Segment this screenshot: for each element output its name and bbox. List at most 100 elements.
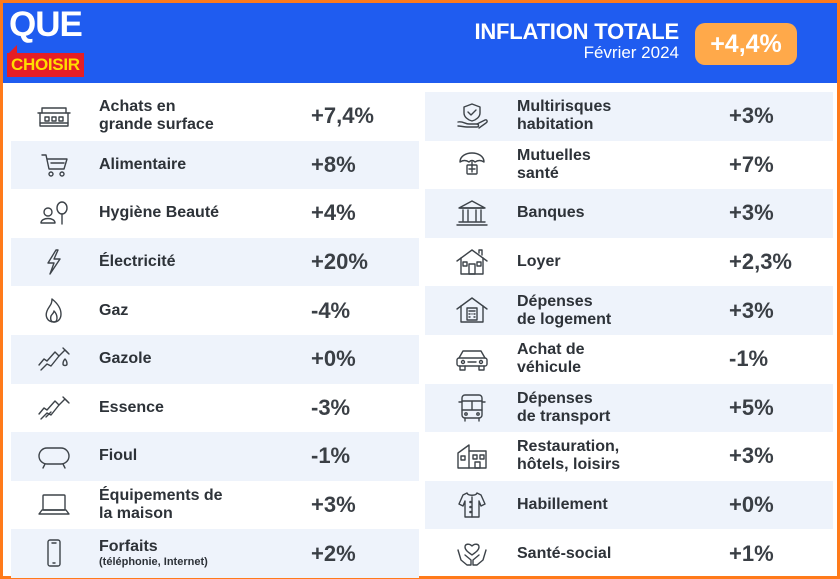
house-icon xyxy=(455,247,489,277)
row-label: Multirisques xyxy=(517,98,612,116)
table-row: Achat de véhicule -1% xyxy=(425,335,833,384)
row-label: Achats en xyxy=(99,98,176,116)
oil-tank-icon xyxy=(37,441,71,471)
flame-icon xyxy=(37,295,71,325)
header-banner: QUE CHOISIR INFLATION TOTALE Février 202… xyxy=(3,3,837,83)
logo-red-triangle xyxy=(7,45,17,55)
row-value: +3% xyxy=(729,443,774,469)
row-label: Restauration, xyxy=(517,438,620,456)
row-label: Achat de xyxy=(517,341,585,359)
logo-que-text: QUE xyxy=(9,5,83,44)
car-icon xyxy=(455,344,489,374)
table-row: Santé-social +1% xyxy=(425,529,833,578)
page-title: INFLATION TOTALE xyxy=(474,19,679,44)
row-value: +2,3% xyxy=(729,249,792,275)
row-value: +3% xyxy=(729,103,774,129)
table-row: Hygiène Beauté +4% xyxy=(11,189,419,238)
beauty-icon xyxy=(37,198,71,228)
smartphone-icon xyxy=(37,538,71,568)
table-row: Banques +3% xyxy=(425,189,833,238)
laptop-icon xyxy=(37,490,71,520)
row-value: +0% xyxy=(729,492,774,518)
row-value: +4% xyxy=(311,200,356,226)
row-label: Électricité xyxy=(99,253,176,271)
row-label-line2: la maison xyxy=(99,505,173,523)
supermarket-icon xyxy=(37,101,71,131)
row-label: Équipements de xyxy=(99,487,223,505)
table-row: Habillement +0% xyxy=(425,480,833,530)
row-value: -1% xyxy=(311,443,351,469)
table-row: Dépenses de logement +3% xyxy=(425,286,833,335)
row-value: -4% xyxy=(311,297,351,323)
table-row: Mutuelles santé +7% xyxy=(425,141,833,190)
logo-choisir-text: CHOISIR xyxy=(7,53,84,77)
shopping-cart-icon xyxy=(37,150,71,180)
fuel-nozzle-icon xyxy=(37,393,71,423)
row-label: Dépenses xyxy=(517,292,593,310)
row-note: (téléphonie, Internet) xyxy=(99,556,208,569)
table-row: Gazole +0% xyxy=(11,334,419,384)
right-column: Multirisques habitation +3% Mutuelles sant… xyxy=(425,92,833,578)
row-label-line2: de transport xyxy=(517,407,611,425)
table-row: Alimentaire +8% xyxy=(11,140,419,190)
row-label: Mutuelles xyxy=(517,146,591,164)
row-label: Dépenses xyxy=(517,389,593,407)
left-column: Achats en grande surface +7,4% Alimentair… xyxy=(11,92,419,578)
table-row: Fioul -1% xyxy=(11,432,419,481)
row-value: +3% xyxy=(729,200,774,226)
heart-hands-icon xyxy=(455,538,489,568)
row-value: +8% xyxy=(311,151,356,177)
row-label: Fioul xyxy=(99,447,138,465)
shirt-icon xyxy=(455,490,489,520)
table-row: Essence -3% xyxy=(11,384,419,433)
row-value: +2% xyxy=(311,540,356,566)
row-label: Forfaits xyxy=(99,538,158,556)
hotel-icon xyxy=(455,441,489,471)
row-label-line2: véhicule xyxy=(517,359,582,377)
bus-icon xyxy=(455,393,489,423)
bank-icon xyxy=(455,198,489,228)
row-label-line2: hôtels, loisirs xyxy=(517,456,621,474)
row-value: +7,4% xyxy=(311,103,374,129)
table-row: Électricité +20% xyxy=(11,237,419,287)
row-label: Habillement xyxy=(517,496,608,514)
row-label-line2: de logement xyxy=(517,310,612,328)
row-value: -1% xyxy=(729,346,769,372)
row-label: Hygiène Beauté xyxy=(99,204,220,222)
que-choisir-logo: QUE CHOISIR xyxy=(7,5,99,77)
row-label: Santé-social xyxy=(517,544,612,562)
row-value: +3% xyxy=(729,297,774,323)
row-label-line2: grande surface xyxy=(99,116,214,134)
table-row: Gaz -4% xyxy=(11,286,419,335)
row-label: Essence xyxy=(99,398,164,416)
table-row: Équipements de la maison +3% xyxy=(11,481,419,530)
row-value: +5% xyxy=(729,394,774,420)
row-label-line2: habitation xyxy=(517,116,594,134)
total-inflation-badge: +4,4% xyxy=(695,23,797,65)
lightning-icon xyxy=(37,247,71,277)
table-row: Forfaits (téléphonie, Internet) +2% xyxy=(11,529,419,578)
row-label: Gazole xyxy=(99,350,152,368)
house-calculator-icon xyxy=(455,295,489,325)
health-umbrella-icon xyxy=(455,150,489,180)
row-label: Gaz xyxy=(99,301,129,319)
table-row: Dépenses de transport +5% xyxy=(425,383,833,433)
period-subtitle: Février 2024 xyxy=(583,43,679,62)
table-row: Restauration, hôtels, loisirs +3% xyxy=(425,432,833,481)
row-label: Alimentaire xyxy=(99,155,187,173)
home-insurance-icon xyxy=(455,101,489,131)
row-value: +20% xyxy=(311,249,368,275)
table-row: Loyer +2,3% xyxy=(425,238,833,287)
fuel-nozzle-icon xyxy=(37,344,71,374)
row-value: +0% xyxy=(311,346,356,372)
row-value: +3% xyxy=(311,492,356,518)
row-label-line2: santé xyxy=(517,164,559,182)
row-value: +1% xyxy=(729,540,774,566)
table-row: Multirisques habitation +3% xyxy=(425,92,833,141)
row-value: +7% xyxy=(729,151,774,177)
row-label: Banques xyxy=(517,204,585,222)
row-value: -3% xyxy=(311,394,351,420)
table-row: Achats en grande surface +7,4% xyxy=(11,92,419,141)
row-label: Loyer xyxy=(517,253,561,271)
